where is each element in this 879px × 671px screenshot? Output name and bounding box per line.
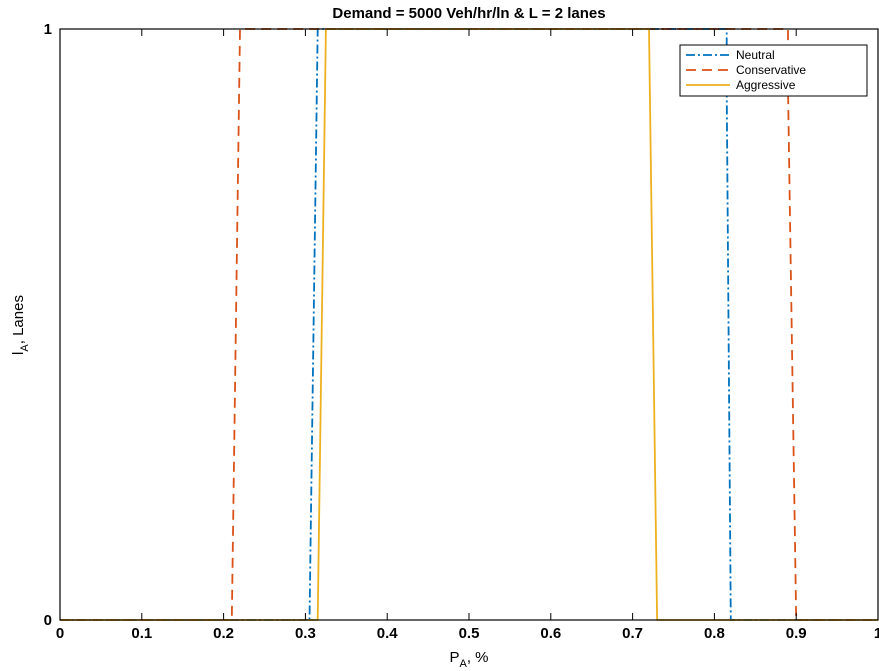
ticks-layer: 0 0.1 0.2 0.3 0.4 0.5 0.6 0.7 0.8 0.9 1 0 1	[44, 21, 879, 642]
x-tick-label: 0.8	[704, 625, 725, 642]
x-tick-label: 0.1	[131, 625, 152, 642]
series-line-conservative	[60, 28, 878, 621]
plot-area	[60, 29, 878, 620]
legend-label-neutral: Neutral	[736, 48, 775, 62]
x-tick-label: 0.6	[540, 625, 561, 642]
legend-label-aggressive: Aggressive	[736, 78, 796, 92]
x-tick-label: 0.7	[622, 625, 643, 642]
x-tick-label: 0.9	[786, 625, 807, 642]
chart-title: Demand = 5000 Veh/hr/ln & L = 2 lanes	[332, 5, 605, 22]
x-tick-label: 1	[874, 625, 879, 642]
x-tick-label: 0.3	[295, 625, 316, 642]
x-tick-label: 0.2	[213, 625, 234, 642]
legend-label-conservative: Conservative	[736, 63, 806, 77]
y-tick-label: 1	[44, 21, 52, 38]
y-axis-title: lA, Lanes	[10, 295, 31, 355]
x-tick-label: 0.4	[377, 625, 399, 642]
y-tick-label: 0	[44, 612, 52, 629]
x-tick-label: 0	[56, 625, 64, 642]
x-tick-label: 0.5	[459, 625, 480, 642]
x-axis-title: PA, %	[449, 649, 488, 670]
